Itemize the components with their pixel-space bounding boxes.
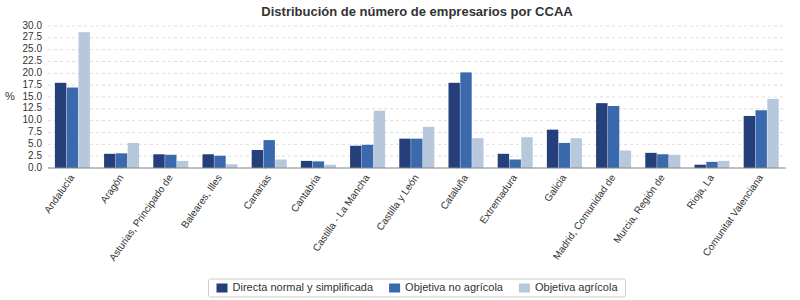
bar <box>472 138 483 168</box>
x-tick-label: Cantabria <box>289 172 323 214</box>
legend-frame <box>209 279 626 297</box>
bar <box>460 72 471 168</box>
y-tick-label: 2.5 <box>28 150 42 161</box>
y-axis-label: % <box>5 90 15 102</box>
bar <box>275 159 286 168</box>
x-tick-label: Aragón <box>98 172 126 205</box>
grid-line <box>48 168 786 169</box>
y-tick-label: 15.0 <box>23 91 43 102</box>
bar <box>767 99 778 168</box>
bar <box>571 138 582 168</box>
bar <box>669 155 680 168</box>
x-tick-label: Extremadura <box>477 172 519 226</box>
y-axis: 0.02.55.07.510.012.515.017.520.022.525.0… <box>23 20 43 173</box>
legend-label: Objetiva agrícola <box>535 281 618 293</box>
bar <box>718 161 729 168</box>
y-tick-label: 12.5 <box>23 102 43 113</box>
y-tick-label: 0.0 <box>28 162 42 173</box>
grid <box>48 26 786 168</box>
chart-container: Distribución de número de empresarios po… <box>0 0 800 300</box>
bar <box>350 146 361 168</box>
bar <box>263 140 274 168</box>
bar <box>165 155 176 168</box>
bar <box>55 83 66 168</box>
grid-line <box>48 26 786 27</box>
bar <box>202 154 213 168</box>
x-axis-line <box>48 168 786 169</box>
bar <box>498 154 509 168</box>
grid-line <box>48 120 786 121</box>
y-tick-label: 17.5 <box>23 79 43 90</box>
grid-line <box>48 37 786 38</box>
grid-line <box>48 73 786 74</box>
legend-label: Objetiva no agrícola <box>405 281 504 293</box>
y-tick-label: 30.0 <box>23 20 43 31</box>
bar <box>448 83 459 168</box>
bar <box>104 154 115 168</box>
bar <box>411 139 422 168</box>
y-tick-label: 22.5 <box>23 55 43 66</box>
x-axis: Andalucía AragónAsturias, Principado deBa… <box>42 168 786 263</box>
y-tick-label: 20.0 <box>23 67 43 78</box>
grid-line <box>48 132 786 133</box>
bar <box>128 143 139 168</box>
bar <box>423 127 434 168</box>
x-tick-label: Baleares, Illes <box>179 172 224 230</box>
x-tick-label: Asturias, Principado de <box>107 172 175 263</box>
x-tick-label: Canarias <box>241 172 273 211</box>
y-tick-label: 27.5 <box>23 31 43 42</box>
bar <box>755 110 766 168</box>
legend: Directa normal y simplificada Objetiva no… <box>209 279 626 297</box>
bar <box>509 159 520 168</box>
bar <box>153 154 164 168</box>
chart-svg: Distribución de número de empresarios po… <box>0 0 800 300</box>
x-tick-label: Rioja, La <box>684 172 716 211</box>
bar <box>620 150 631 168</box>
bar <box>374 111 385 168</box>
legend-swatch <box>519 284 530 293</box>
bar <box>79 32 90 168</box>
grid-line <box>48 108 786 109</box>
bar <box>521 137 532 168</box>
x-tick-label: Cataluña <box>438 172 470 211</box>
bar <box>177 161 188 168</box>
x-tick-label: Galicia <box>542 172 569 204</box>
x-tick-label: Murcia, Región de <box>611 172 667 245</box>
grid-line <box>48 49 786 50</box>
bar <box>362 145 373 168</box>
bar <box>301 161 312 168</box>
y-tick-label: 5.0 <box>28 138 42 149</box>
bar <box>67 88 78 168</box>
chart-title: Distribución de número de empresarios po… <box>261 4 573 19</box>
x-tick-label: Castilla - La Mancha <box>310 172 372 253</box>
x-tick-label: Madrid, Comunidad de <box>551 172 618 262</box>
bar <box>399 139 410 168</box>
bar <box>608 106 619 168</box>
bar <box>214 156 225 168</box>
y-tick-label: 10.0 <box>23 114 43 125</box>
bar <box>547 130 558 168</box>
y-tick-label: 25.0 <box>23 43 43 54</box>
legend-swatch <box>389 284 400 293</box>
grid-line <box>48 97 786 98</box>
grid-line <box>48 85 786 86</box>
bar <box>252 150 263 168</box>
legend-swatch <box>217 284 228 293</box>
grid-line <box>48 61 786 62</box>
bars <box>55 32 779 168</box>
bar <box>645 153 656 168</box>
bar <box>559 143 570 168</box>
y-tick-label: 7.5 <box>28 126 42 137</box>
x-tick-label: Andalucía <box>42 172 77 215</box>
bar <box>657 154 668 168</box>
bar <box>313 161 324 168</box>
bar <box>116 153 127 168</box>
bar <box>706 162 717 168</box>
x-tick-label: Castilla y León <box>374 172 421 232</box>
bar <box>744 116 755 168</box>
x-tick-label: Comunitat Valenciana <box>700 172 765 258</box>
legend-label: Directa normal y simplificada <box>233 281 374 293</box>
bar <box>596 103 607 168</box>
bar <box>226 164 237 168</box>
